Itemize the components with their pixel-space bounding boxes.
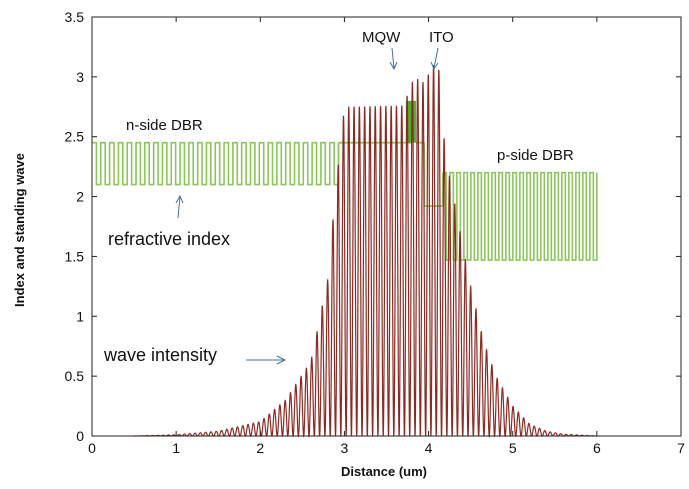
index-segment-n-side-dbr: [92, 141, 340, 186]
x-tick-label: 7: [677, 440, 685, 456]
y-tick-label: 1: [76, 308, 84, 324]
index-segment-p-side-dbr: [442, 171, 598, 261]
wave-intensity-line: [134, 65, 597, 439]
x-tick-label: 4: [425, 440, 433, 456]
x-tick-label: 5: [509, 440, 517, 456]
x-tick-label: 2: [256, 440, 264, 456]
y-tick-label: 3: [76, 69, 84, 85]
y-tick-label: 2: [76, 189, 84, 205]
annotation-wave-intensity: wave intensity: [103, 345, 217, 365]
x-tick-label: 3: [341, 440, 349, 456]
axes: 0 1 2 3 4 5 6 7 0 0.5 1 1.5 2 2.5 3 3.5: [65, 9, 686, 456]
annotation-refractive-index: refractive index: [108, 229, 230, 249]
annotation-p-side-dbr: p-side DBR: [497, 147, 574, 164]
wave-intensity-arrowhead: [276, 355, 287, 365]
mqw-arrow: [391, 47, 395, 69]
x-tick-label: 0: [88, 440, 96, 456]
y-tick-label: 2.5: [65, 129, 85, 145]
plot-frame: [91, 16, 682, 437]
annotation-n-side-dbr: n-side DBR: [126, 117, 203, 134]
mqw-arrowhead: [389, 61, 398, 71]
ito-arrow: [433, 47, 439, 69]
y-axis-title: Index and standing wave: [12, 153, 27, 307]
y-tick-label: 3.5: [65, 9, 85, 25]
annotation-mqw: MQW: [362, 29, 401, 46]
index-segment-mqw: [405, 100, 416, 143]
ito-arrowhead: [430, 61, 439, 71]
y-tick-label: 1.5: [65, 248, 85, 264]
plot-area: [92, 65, 598, 439]
annotation-ito: ITO: [429, 29, 454, 46]
y-tick-label: 0: [76, 428, 84, 444]
annotation-arrows: [175, 47, 439, 365]
x-tick-label: 1: [172, 440, 180, 456]
refractive-index-arrowhead: [175, 194, 184, 204]
refractive-index-arrow: [177, 195, 181, 219]
y-tick-label: 0.5: [65, 368, 85, 384]
x-axis-title: Distance (um): [341, 464, 427, 479]
x-tick-label: 6: [593, 440, 601, 456]
